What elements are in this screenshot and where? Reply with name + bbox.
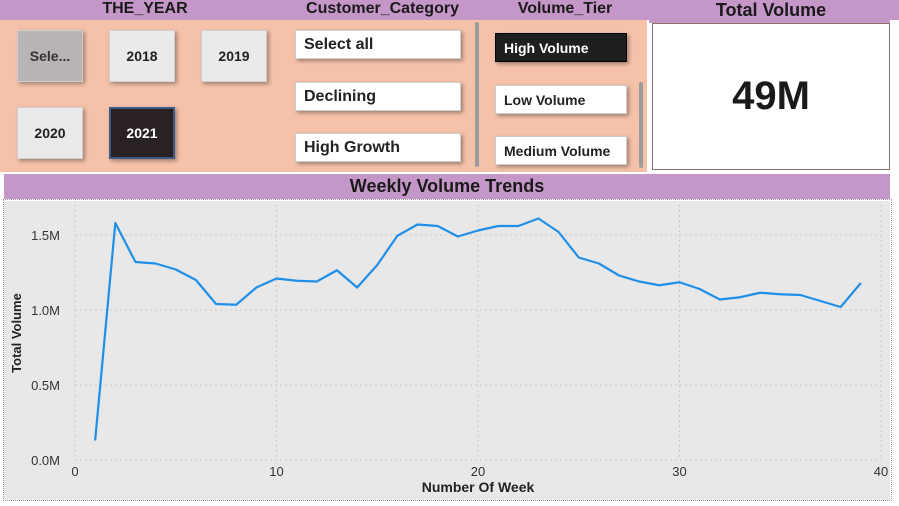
category-declining-button[interactable]: Declining xyxy=(295,82,461,111)
year-select-all-button[interactable]: Sele... xyxy=(17,30,83,82)
category-slicer-scrollbar[interactable] xyxy=(475,22,479,167)
chart-area xyxy=(4,201,890,500)
year-2021-button[interactable]: 2021 xyxy=(109,107,175,159)
chart-title-band xyxy=(4,174,890,199)
tier-medium-volume-button[interactable]: Medium Volume xyxy=(495,136,627,165)
total-volume-card: 49M xyxy=(652,23,890,170)
total-volume-value: 49M xyxy=(732,74,810,118)
tier-high-volume-button[interactable]: High Volume xyxy=(495,33,627,62)
chart-title: Weekly Volume Trends xyxy=(349,176,545,196)
year-2018-button[interactable]: 2018 xyxy=(109,30,175,82)
tier-slicer-scrollbar[interactable] xyxy=(639,82,643,168)
year-2019-button[interactable]: 2019 xyxy=(201,30,267,82)
category-high-growth-button[interactable]: High Growth xyxy=(295,133,461,162)
category-select-all-button[interactable]: Select all xyxy=(295,30,461,59)
kpi-header-band xyxy=(649,0,890,23)
customer-category-slicer-title: Customer_Category xyxy=(306,0,459,17)
chart-frame xyxy=(3,199,892,501)
year-slicer-title: THE_YEAR xyxy=(102,0,188,17)
year-2020-button[interactable]: 2020 xyxy=(17,107,83,159)
kpi-title: Total Volume xyxy=(715,0,827,20)
tier-low-volume-button[interactable]: Low Volume xyxy=(495,85,627,114)
volume-tier-slicer-title: Volume_Tier xyxy=(517,0,613,17)
